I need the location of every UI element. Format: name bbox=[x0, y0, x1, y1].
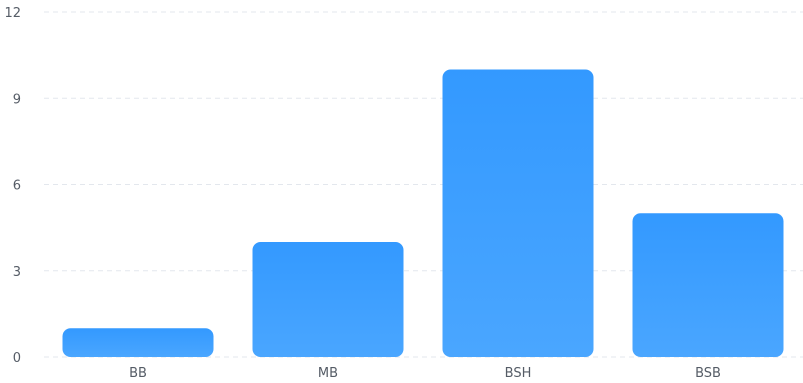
x-tick-label: BB bbox=[129, 366, 147, 381]
bars bbox=[62, 69, 784, 358]
y-tick-label: 6 bbox=[13, 179, 21, 194]
y-tick-label: 0 bbox=[13, 351, 21, 366]
x-axis: BB MB BSH BSB bbox=[129, 366, 721, 381]
y-tick-label: 3 bbox=[13, 265, 21, 280]
bar-bsb[interactable] bbox=[632, 213, 784, 357]
bar-bsh[interactable] bbox=[442, 69, 594, 358]
bar-bb[interactable] bbox=[62, 328, 214, 357]
x-tick-label: BSB bbox=[695, 366, 721, 381]
y-axis: 0 3 6 9 12 bbox=[4, 6, 21, 366]
x-tick-label: BSH bbox=[505, 366, 532, 381]
bar-mb[interactable] bbox=[252, 242, 404, 357]
y-tick-label: 12 bbox=[4, 6, 21, 21]
y-tick-label: 9 bbox=[13, 92, 21, 107]
x-tick-label: MB bbox=[318, 366, 338, 381]
